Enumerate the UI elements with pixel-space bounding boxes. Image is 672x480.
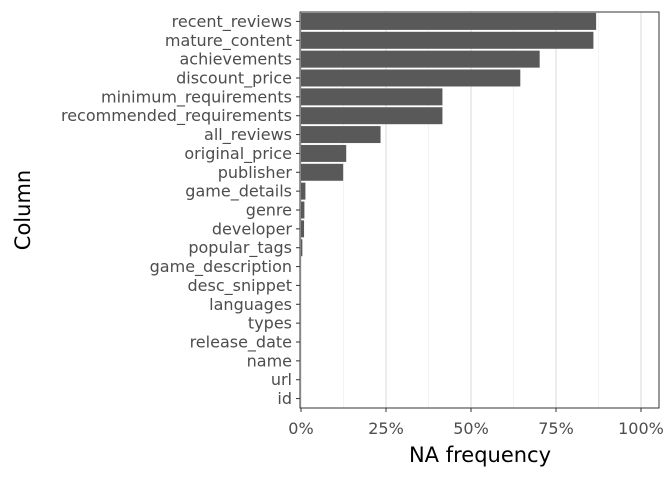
y-tick-label: achievements	[179, 50, 292, 69]
y-tick-label: discount_price	[176, 69, 292, 89]
bar	[301, 182, 306, 200]
y-tick-label: game_description	[150, 257, 292, 277]
y-tick-label: name	[247, 351, 292, 370]
y-tick-label: recent_reviews	[172, 12, 292, 32]
y-tick-label: genre	[246, 201, 292, 220]
bar	[301, 201, 305, 219]
x-tick-label: 25%	[368, 419, 404, 438]
y-tick-label: popular_tags	[188, 238, 292, 258]
bar	[301, 31, 594, 49]
bar	[301, 239, 303, 257]
y-tick-label: mature_content	[165, 31, 292, 51]
y-axis: recent_reviewsmature_contentachievements…	[61, 12, 300, 408]
bar	[301, 50, 540, 68]
y-tick-label: minimum_requirements	[101, 87, 292, 107]
y-tick-label: release_date	[190, 333, 292, 353]
y-tick-label: types	[248, 314, 292, 333]
x-axis-title: NA frequency	[409, 443, 551, 467]
x-tick-label: 50%	[453, 419, 489, 438]
bar	[301, 69, 521, 87]
y-tick-label: publisher	[218, 163, 293, 182]
y-tick-label: id	[277, 389, 292, 408]
y-tick-label: game_details	[185, 182, 292, 202]
x-tick-label: 0%	[288, 419, 313, 438]
bars	[301, 12, 597, 257]
bar	[301, 220, 305, 238]
bar	[301, 163, 344, 181]
x-tick-label: 100%	[618, 419, 664, 438]
y-tick-label: all_reviews	[204, 125, 292, 145]
bar	[301, 107, 443, 125]
y-tick-label: developer	[212, 219, 293, 238]
x-axis: 0% 25% 50% 75% 100%	[288, 408, 664, 438]
y-tick-label: url	[271, 370, 292, 389]
y-tick-label: original_price	[184, 144, 292, 164]
y-tick-label: desc_snippet	[188, 276, 292, 296]
y-tick-label: languages	[209, 295, 292, 314]
bar	[301, 12, 597, 30]
x-tick-label: 75%	[538, 419, 574, 438]
bar	[301, 126, 381, 144]
bar	[301, 88, 443, 106]
bar	[301, 144, 347, 162]
y-axis-title: Column	[11, 170, 35, 250]
y-tick-label: recommended_requirements	[61, 106, 292, 126]
